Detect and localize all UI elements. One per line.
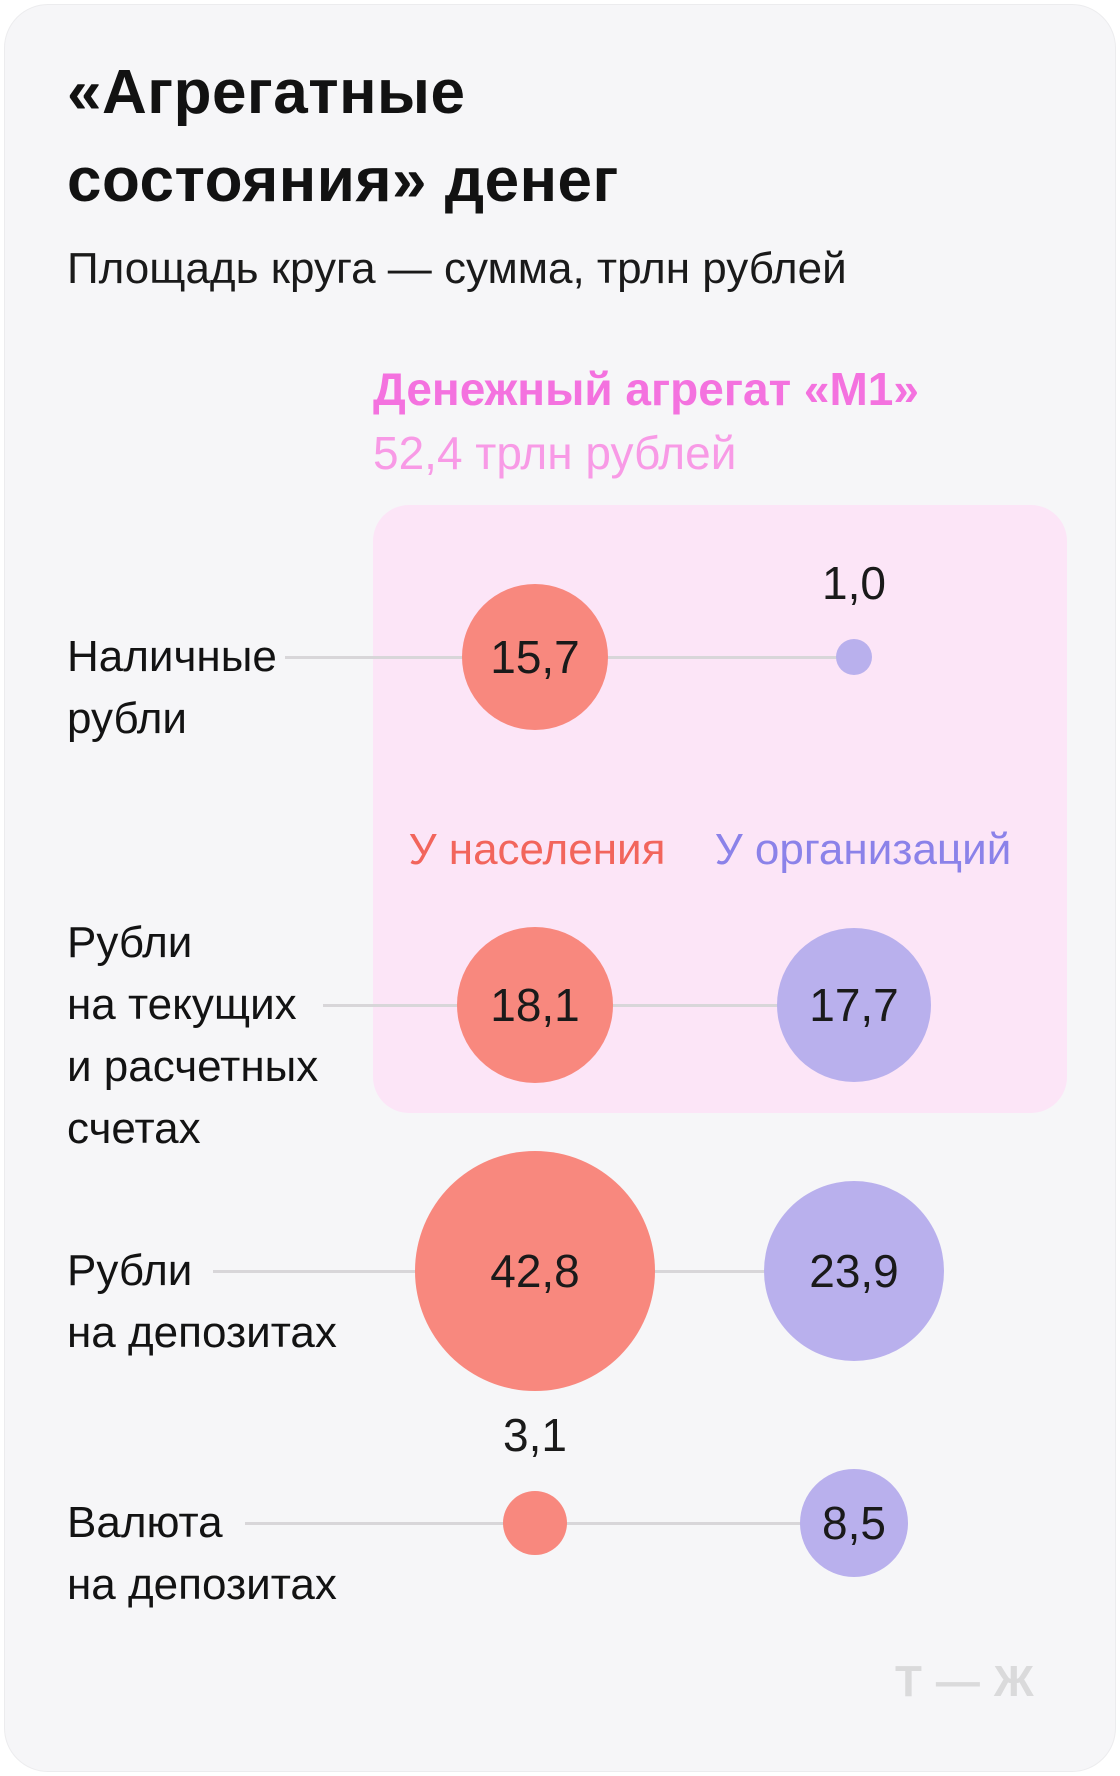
page-title: «Агрегатные состояния» денег [67, 58, 619, 215]
row-label-deposit-rubles: Рубли на депозитах [67, 1246, 337, 1357]
population-bubble-current-accounts-rubles: 18,1 [457, 927, 613, 1083]
m1-annotation-value: 52,4 трлн рублей [373, 427, 737, 479]
organizations-bubble-deposit-currency: 8,5 [800, 1469, 908, 1577]
page-subtitle: Площадь круга — сумма, трлн рублей [67, 244, 847, 293]
population-bubble-deposit-rubles: 42,8 [415, 1151, 655, 1391]
row-label-current-accounts-rubles: Рубли на текущих и расчетных счетах [67, 918, 319, 1153]
organizations-bubble-deposit-rubles: 23,9 [764, 1181, 944, 1361]
legend-population-label: У населения [408, 825, 666, 874]
organizations-bubble-cash-rubles [836, 639, 872, 675]
population-bubble-cash-rubles: 15,7 [462, 584, 608, 730]
population-bubble-value-deposit-currency: 3,1 [503, 1409, 567, 1461]
organizations-bubble-current-accounts-rubles: 17,7 [777, 928, 931, 1082]
tj-logo: Т—Ж [895, 1657, 1048, 1706]
chart-card: «Агрегатные состояния» денег Площадь кру… [4, 4, 1116, 1772]
population-bubble-deposit-currency [503, 1491, 567, 1555]
m1-annotation-label: Денежный агрегат «М1» [373, 363, 919, 415]
row-label-cash-rubles: Наличные рубли [67, 632, 277, 743]
row-label-deposit-currency: Валюта на депозитах [67, 1498, 337, 1609]
organizations-bubble-value-cash-rubles: 1,0 [822, 557, 886, 609]
legend-organizations-label: У организаций [714, 825, 1012, 874]
